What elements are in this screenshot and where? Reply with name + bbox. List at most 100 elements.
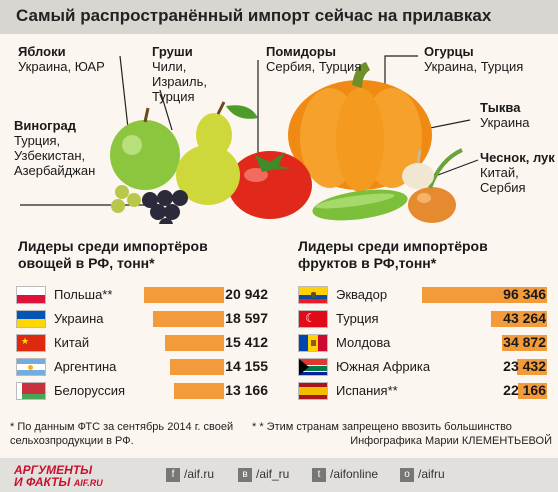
chart-row: Южная Африка 23 432 [298, 357, 547, 377]
label-cucumbers: Огурцы Украина, Турция [424, 44, 544, 74]
odnoklassniki-icon: о [400, 467, 414, 482]
chart-row: Молдова 34 872 [298, 333, 547, 353]
bar [422, 287, 547, 303]
chart-row: ☾ Турция 43 264 [298, 309, 547, 329]
bar [153, 311, 224, 327]
value-label: 96 346 [503, 286, 546, 302]
value-label: 15 412 [225, 334, 268, 350]
produce-origin: Украина [480, 115, 530, 130]
pumpkin-shape [288, 62, 432, 192]
china-flag-icon: ★ [16, 334, 46, 352]
category-label: Польша** [54, 287, 113, 302]
value-label: 34 872 [503, 334, 546, 350]
produce-illustration [20, 55, 479, 224]
category-label: Аргентина [54, 359, 117, 374]
argentina-flag-icon [16, 358, 46, 376]
value-label: 14 155 [225, 358, 268, 374]
social-vk[interactable]: в/aif_ru [238, 467, 289, 482]
category-label: Южная Африка [336, 359, 431, 374]
social-handle: /aif.ru [184, 467, 215, 481]
footer: АРГУМЕНТЫ И ФАКТЫ AIF.RU f/aif.ru в/aif_… [0, 458, 558, 492]
label-tomatoes: Помидоры Сербия, Турция [266, 44, 366, 74]
bar [517, 359, 547, 375]
label-grapes: Виноград Турция, Узбекистан, Азербайджан [14, 118, 124, 178]
produce-name: Чеснок, лук [480, 150, 555, 165]
spain-flag-icon [298, 382, 328, 400]
logo-line-2: И ФАКТЫ [14, 475, 71, 489]
label-apples: Яблоки Украина, ЮАР [18, 44, 118, 74]
twitter-icon: t [312, 467, 326, 482]
credit: Инфографика Марии КЛЕМЕНТЬЕВОЙ [350, 435, 552, 447]
produce-name: Тыква [480, 100, 521, 115]
bar [502, 335, 547, 351]
bar [170, 359, 224, 375]
grapes-shape [142, 190, 188, 224]
belarus-flag-icon [16, 382, 46, 400]
value-label: 22 166 [503, 382, 546, 398]
chart-row: ★ Китай 15 412 [16, 333, 268, 353]
produce-origin: Украина, Турция [424, 59, 524, 74]
footnote-left: * По данным ФТС за сентябрь 2014 г. свое… [10, 421, 234, 447]
label-pears: Груши Чили, Израиль, Турция [152, 44, 242, 104]
category-label: Молдова [336, 335, 391, 350]
moldova-flag-icon [298, 334, 328, 352]
page-title: Самый распространённый импорт сейчас на … [16, 6, 492, 25]
produce-origin: Сербия, Турция [266, 59, 362, 74]
chart-row: Польша** 20 942 [16, 285, 268, 305]
pear-shape [176, 101, 258, 205]
value-label: 18 597 [225, 310, 268, 326]
ecuador-flag-icon [298, 286, 328, 304]
bar [144, 287, 224, 303]
logo-line-1: АРГУМЕНТЫ [14, 463, 93, 477]
social-odnoklassniki[interactable]: о/aifru [400, 467, 445, 482]
social-handle: /aifonline [330, 467, 379, 481]
ukraine-flag-icon [16, 310, 46, 328]
onion-shape [408, 148, 463, 223]
green-grapes-shape [111, 185, 141, 213]
cucumber-shape [312, 189, 408, 221]
aif-logo[interactable]: АРГУМЕНТЫ И ФАКТЫ AIF.RU [14, 464, 103, 489]
south-africa-flag-icon [298, 358, 328, 376]
chart-row: Белоруссия 13 166 [16, 381, 268, 401]
vk-icon: в [238, 467, 252, 482]
value-label: 23 432 [503, 358, 546, 374]
category-label: Эквадор [336, 287, 388, 302]
produce-origin: Китай, Сербия [480, 165, 526, 195]
vegetables-chart-title: Лидеры среди импортёров овощей в РФ, тон… [18, 238, 208, 271]
facebook-icon: f [166, 467, 180, 482]
category-label: Украина [54, 311, 104, 326]
value-label: 20 942 [225, 286, 268, 302]
tomato-shape [228, 151, 312, 219]
bar [165, 335, 224, 351]
chart-row: Испания** 22 166 [298, 381, 547, 401]
produce-name: Помидоры [266, 44, 336, 59]
category-label: Белоруссия [54, 383, 126, 398]
logo-domain: AIF.RU [73, 478, 103, 488]
produce-name: Огурцы [424, 44, 474, 59]
category-label: Турция [336, 311, 379, 326]
produce-origin: Украина, ЮАР [18, 59, 105, 74]
produce-name: Виноград [14, 118, 77, 133]
category-label: Испания** [336, 383, 398, 398]
apple-shape [110, 107, 180, 190]
fruits-chart-title: Лидеры среди импортёров фруктов в РФ,тон… [298, 238, 488, 271]
footnote-right: * * Этим странам запрещено ввозить больш… [252, 421, 512, 433]
poland-flag-icon [16, 286, 46, 304]
produce-origin: Турция, Узбекистан, Азербайджан [14, 133, 96, 178]
label-pumpkin: Тыква Украина [480, 100, 555, 130]
category-label: Китай [54, 335, 90, 350]
produce-origin: Чили, Израиль, Турция [152, 59, 207, 104]
bar [491, 311, 547, 327]
bar [174, 383, 224, 399]
social-facebook[interactable]: f/aif.ru [166, 467, 214, 482]
produce-name: Яблоки [18, 44, 66, 59]
produce-name: Груши [152, 44, 193, 59]
turkey-flag-icon: ☾ [298, 310, 328, 328]
chart-row: Эквадор 96 346 [298, 285, 547, 305]
title-bar: Самый распространённый импорт сейчас на … [0, 0, 558, 34]
garlic-shape [402, 149, 434, 189]
social-twitter[interactable]: t/aifonline [312, 467, 378, 482]
bar [518, 383, 547, 399]
chart-row: Аргентина 14 155 [16, 357, 268, 377]
value-label: 43 264 [503, 310, 546, 326]
